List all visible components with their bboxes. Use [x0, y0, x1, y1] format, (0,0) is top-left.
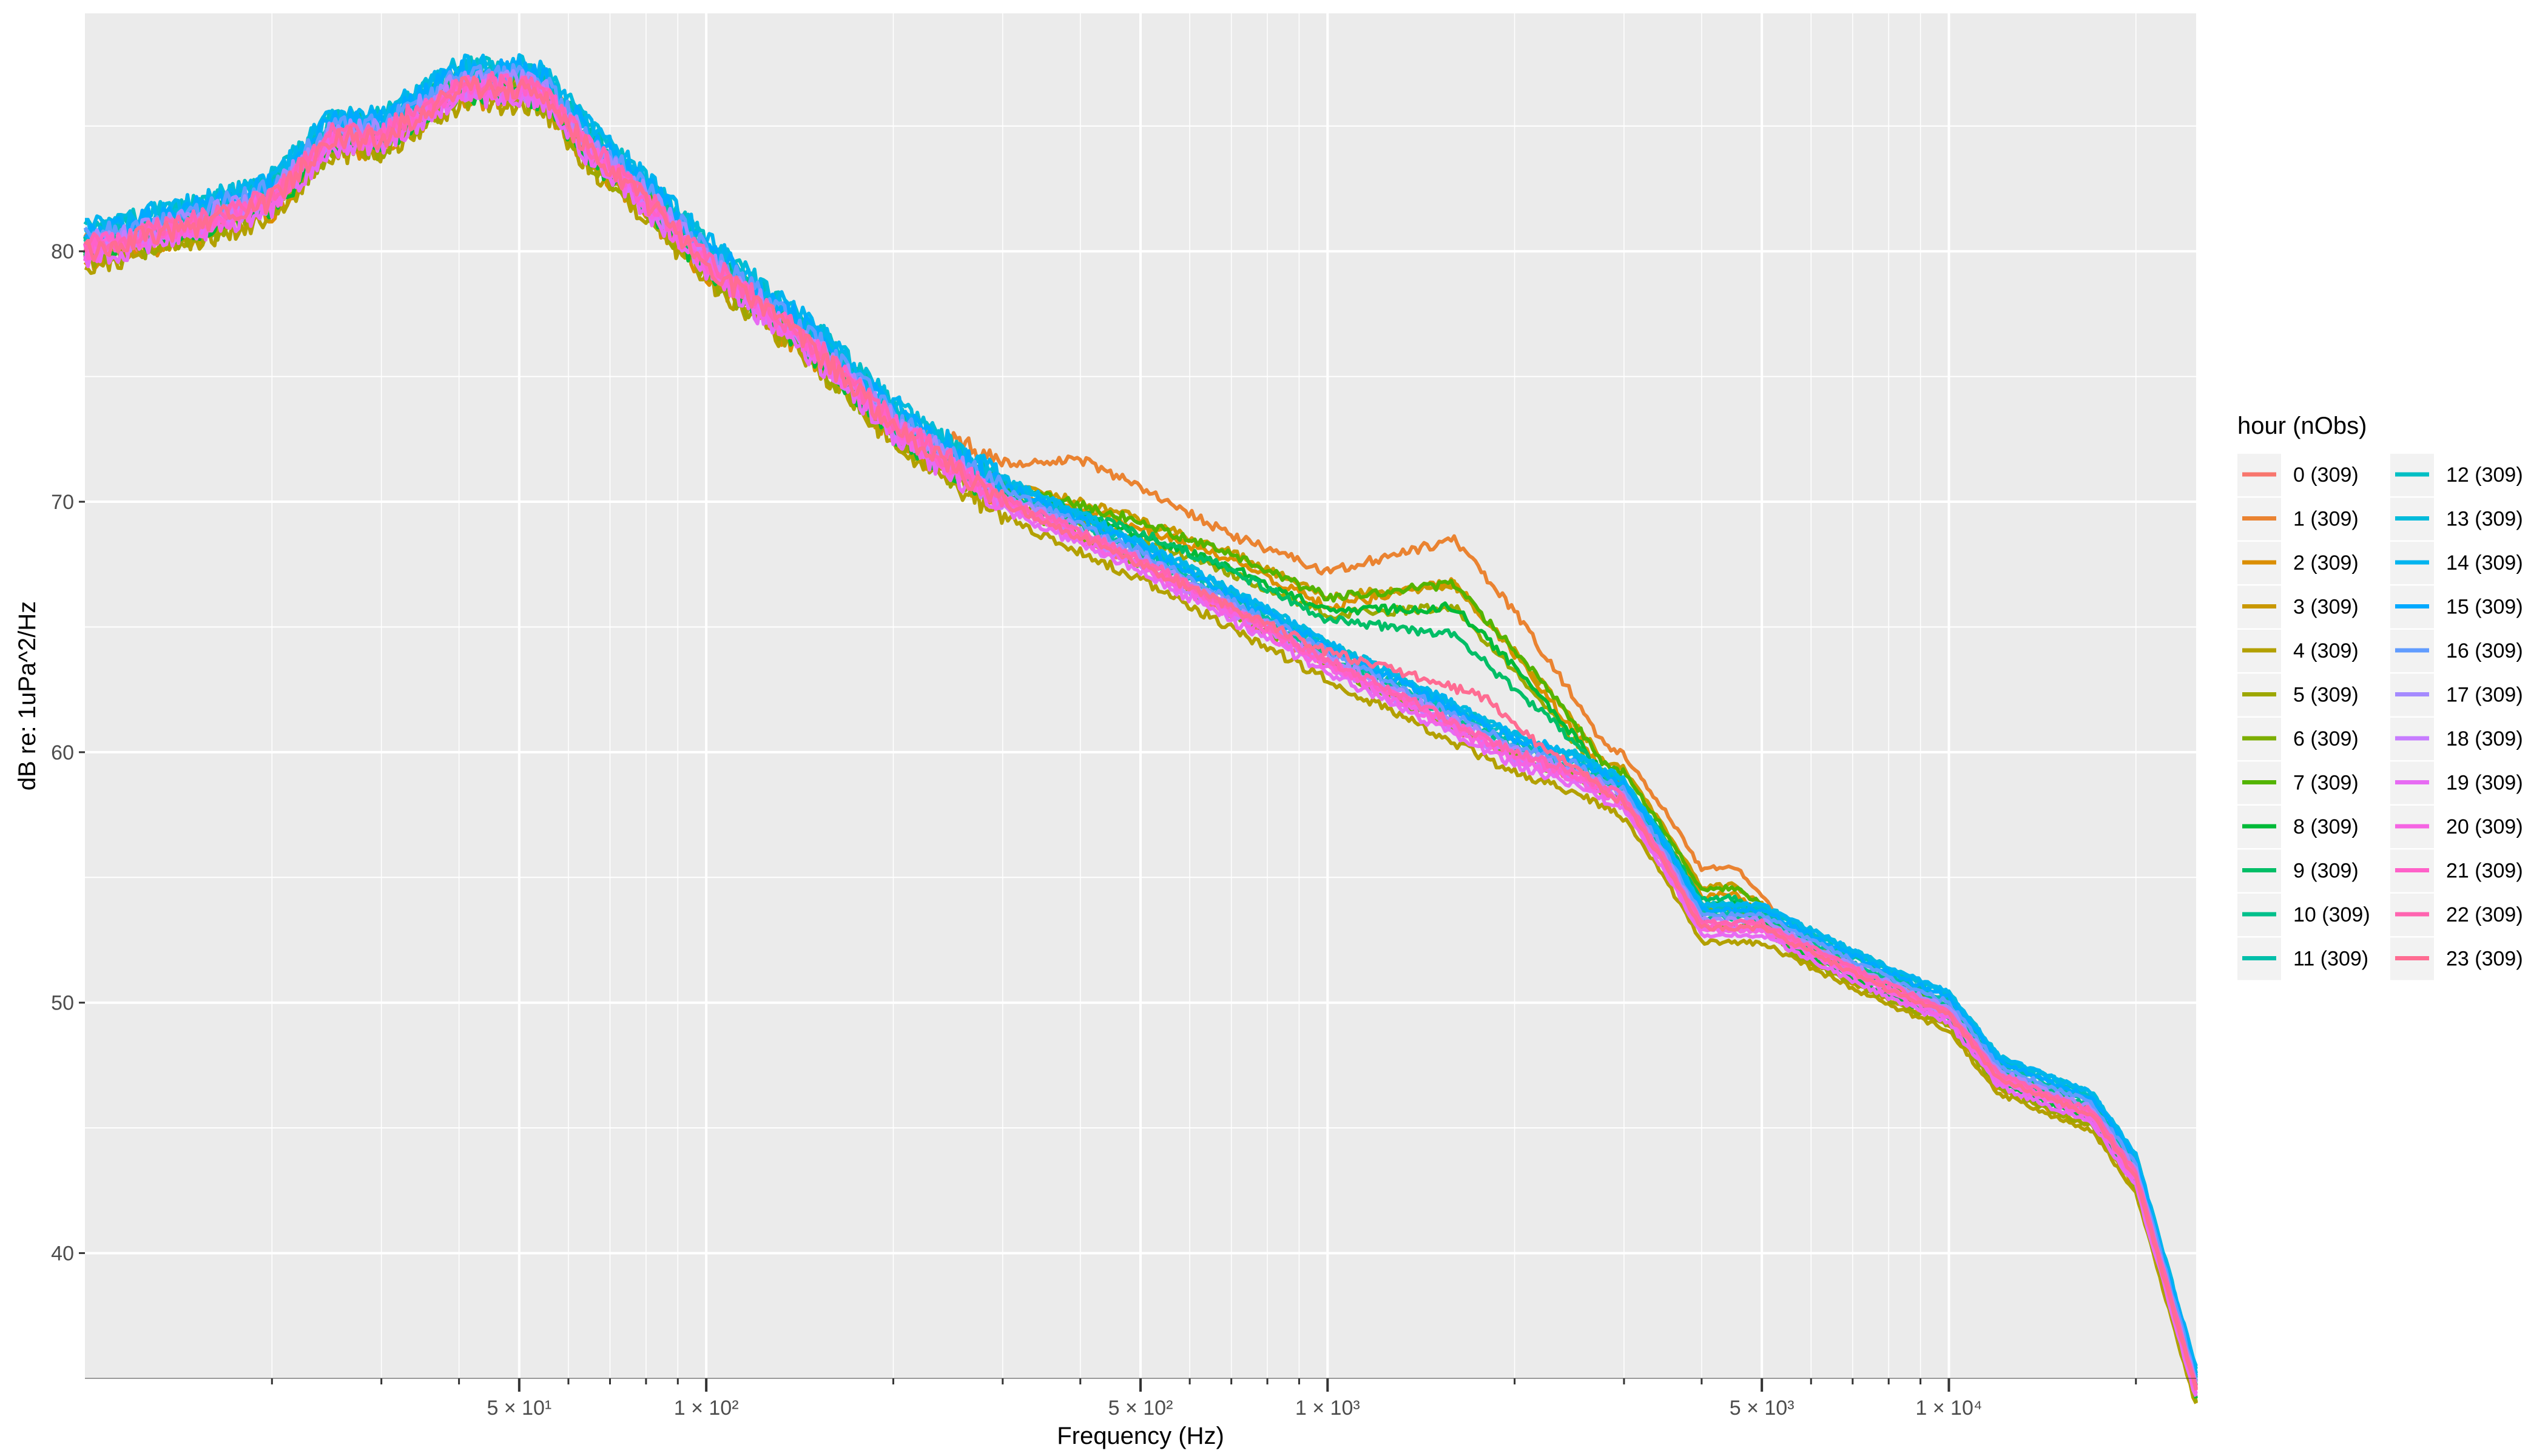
legend-label: 16 (309): [2446, 639, 2523, 662]
y-tick-label: 40: [51, 1242, 74, 1266]
legend-label: 4 (309): [2293, 639, 2359, 662]
legend-label: 13 (309): [2446, 508, 2523, 531]
legend-label: 7 (309): [2293, 772, 2359, 795]
legend-entries: 0 (309) 1 (309) 2 (309) 3 (309) 4 (309) 5 (30…: [2237, 454, 2523, 980]
x-tick-label: 5 × 10³: [1730, 1397, 1795, 1420]
legend-label: 12 (309): [2446, 463, 2523, 487]
legend: hour (nObs) 0 (309) 1 (309) 2 (309) 3 (309)…: [2237, 413, 2523, 980]
series-lines: [83, 53, 2198, 1404]
legend-label: 21 (309): [2446, 860, 2523, 883]
legend-label: 18 (309): [2446, 727, 2523, 750]
legend-label: 17 (309): [2446, 684, 2523, 707]
x-axis: 5 × 10¹ 1 × 10² 5 × 10² 1 × 10³ 5 × 10³ 1 × 1…: [85, 1378, 2196, 1420]
legend-label: 15 (309): [2446, 596, 2523, 619]
legend-label: 23 (309): [2446, 948, 2523, 971]
legend-label: 6 (309): [2293, 727, 2359, 750]
y-tick-label: 60: [51, 741, 74, 764]
y-tick-label: 70: [51, 491, 74, 514]
legend-label: 1 (309): [2293, 508, 2359, 531]
series-line: [83, 75, 2198, 1391]
legend-label: 11 (309): [2293, 948, 2368, 971]
x-axis-title: Frequency (Hz): [1057, 1423, 1224, 1449]
legend-label: 10 (309): [2293, 903, 2370, 926]
legend-label: 8 (309): [2293, 815, 2359, 838]
x-tick-label: 1 × 10⁴: [1915, 1397, 1982, 1420]
legend-label: 2 (309): [2293, 551, 2359, 575]
y-tick-label: 50: [51, 992, 74, 1015]
legend-label: 19 (309): [2446, 772, 2523, 795]
y-axis-title: dB re: 1uPa^2/Hz: [14, 601, 41, 790]
legend-label: 3 (309): [2293, 596, 2359, 619]
legend-label: 20 (309): [2446, 815, 2523, 838]
legend-label: 9 (309): [2293, 860, 2359, 883]
legend-title: hour (nObs): [2237, 413, 2367, 439]
series-line: [84, 58, 2198, 1377]
series-line: [83, 62, 2198, 1381]
grid-major: [85, 13, 2196, 1378]
x-tick-label: 5 × 10²: [1108, 1397, 1173, 1420]
y-axis: 40 50 60 70 80: [51, 240, 85, 1266]
y-tick-label: 80: [51, 240, 74, 263]
legend-label: 22 (309): [2446, 903, 2523, 926]
legend-label: 5 (309): [2293, 684, 2359, 707]
x-tick-label: 5 × 10¹: [487, 1397, 551, 1420]
x-tick-label: 1 × 10²: [674, 1397, 739, 1420]
legend-label: 14 (309): [2446, 551, 2523, 575]
legend-label: 0 (309): [2293, 463, 2359, 487]
x-tick-label: 1 × 10³: [1295, 1397, 1360, 1420]
